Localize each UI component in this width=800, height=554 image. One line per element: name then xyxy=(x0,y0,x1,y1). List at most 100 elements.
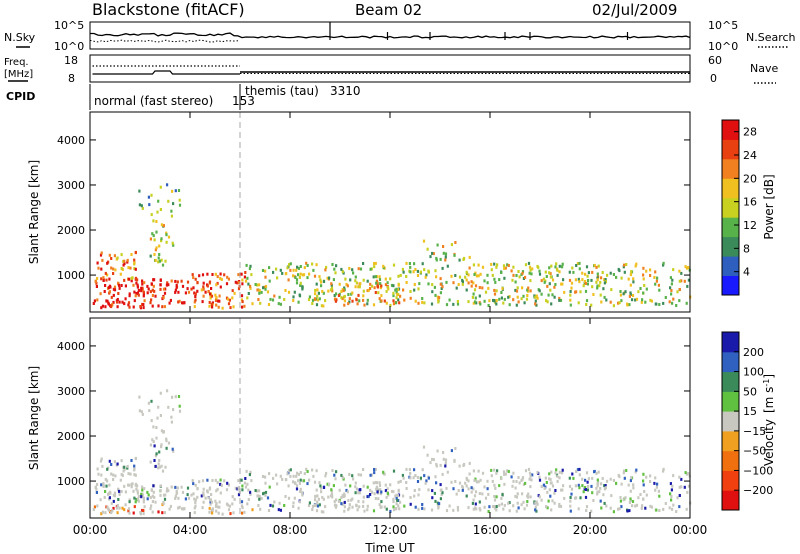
velocity-echo-5 xyxy=(362,468,365,471)
velocity-echo-5 xyxy=(629,489,632,493)
power-echo-5 xyxy=(662,301,665,305)
x-tick-label: 20:00 xyxy=(573,523,608,537)
power-echo-0 xyxy=(130,279,133,283)
power-echo-5 xyxy=(289,262,292,266)
power-echo-5 xyxy=(452,302,455,306)
power-echo-5 xyxy=(362,262,365,265)
power-echo-1 xyxy=(113,254,116,258)
velocity-echo-5 xyxy=(461,488,464,492)
velocity-echo-4 xyxy=(206,490,209,494)
power-echo-0 xyxy=(164,287,167,291)
power-echo-3 xyxy=(138,189,141,193)
velocity-echo-5 xyxy=(456,508,460,512)
power-echo-4 xyxy=(221,306,224,310)
freq-traces xyxy=(92,65,690,75)
power-echo-5 xyxy=(494,280,497,284)
velocity-echo-0 xyxy=(99,498,102,502)
velocity-echo-5 xyxy=(258,495,261,498)
velocity-echo-5 xyxy=(425,479,428,483)
power-echo-5 xyxy=(559,298,563,302)
velocity-echo-5 xyxy=(259,507,262,511)
power-echo-5 xyxy=(599,280,602,284)
power-echo-5 xyxy=(578,261,581,265)
power-echo-5 xyxy=(569,293,572,297)
y-tick-label: 3000 xyxy=(57,385,85,398)
velocity-echo-5 xyxy=(527,492,530,496)
power-echo-5 xyxy=(433,285,436,289)
power-echo-2 xyxy=(155,230,158,234)
velocity-echo-0 xyxy=(128,498,131,502)
velocity-echo-4 xyxy=(207,496,210,500)
power-echo-5 xyxy=(284,272,287,276)
velocity-echo-5 xyxy=(343,492,346,496)
velocity-echo-5 xyxy=(373,468,376,471)
power-echo-5 xyxy=(496,263,499,267)
power-echo-5 xyxy=(662,263,665,267)
velocity-echo-5 xyxy=(419,476,422,480)
velocity-echo-3 xyxy=(159,414,162,417)
velocity-echo-7 xyxy=(431,457,434,461)
velocity-echo-5 xyxy=(531,473,534,477)
power-echo-5 xyxy=(569,298,572,302)
velocity-echo-1 xyxy=(133,467,136,471)
power-echo-5 xyxy=(421,297,424,300)
velocity-echo-5 xyxy=(632,483,635,487)
velocity-echo-5 xyxy=(632,486,635,490)
velocity-echo-0 xyxy=(153,495,156,499)
power-echo-5 xyxy=(389,277,392,281)
velocity-echo-5 xyxy=(467,479,470,483)
power-echo-5 xyxy=(322,280,326,283)
velocity-echo-5 xyxy=(604,484,607,487)
power-echo-3 xyxy=(147,195,150,199)
velocity-echo-5 xyxy=(493,468,496,472)
power-echo-5 xyxy=(456,300,459,303)
power-x-axis xyxy=(89,112,691,312)
power-echo-5 xyxy=(619,290,622,293)
velocity-echo-5 xyxy=(295,484,299,488)
power-echo-4 xyxy=(244,279,248,283)
power-echo-5 xyxy=(540,292,543,296)
power-ylabel: Slant Range [km] xyxy=(27,160,41,264)
power-echo-4 xyxy=(226,297,230,301)
power-echo-4 xyxy=(228,298,231,302)
power-echo-5 xyxy=(256,288,259,292)
power-echo-0 xyxy=(187,290,191,294)
power-echo-4 xyxy=(209,296,212,300)
velocity-echo-6 xyxy=(378,503,381,507)
power-echo-5 xyxy=(295,268,298,272)
velocity-echo-5 xyxy=(639,493,642,496)
velocity-echo-5 xyxy=(678,494,681,497)
velocity-echo-0 xyxy=(166,487,169,491)
velocity-echo-0 xyxy=(94,485,97,489)
power-echo-5 xyxy=(521,270,525,274)
velocity-echo-2 xyxy=(158,450,161,454)
velocity-echo-1 xyxy=(127,472,130,476)
velocity-echo-4 xyxy=(217,511,220,515)
power-echo-5 xyxy=(584,272,587,276)
velocity-echo-5 xyxy=(299,487,302,491)
power-echo-3 xyxy=(141,206,144,210)
power-echo-5 xyxy=(409,265,412,269)
power-echo-0 xyxy=(162,296,165,300)
velocity-echo-5 xyxy=(514,486,517,490)
power-echo-0 xyxy=(159,287,162,291)
power-colorbar-block xyxy=(722,178,739,199)
velocity-echo-4 xyxy=(202,500,205,504)
power-echo-5 xyxy=(311,298,315,302)
power-echo-0 xyxy=(136,283,139,287)
velocity-echo-4 xyxy=(204,496,207,500)
nsky-tick-top: 10^5 xyxy=(54,19,84,32)
power-echo-0 xyxy=(152,278,155,282)
velocity-echo-6 xyxy=(330,488,333,492)
power-echo-5 xyxy=(495,265,498,269)
power-echo-7 xyxy=(432,252,435,256)
power-echo-5 xyxy=(686,284,689,288)
power-echo-5 xyxy=(458,275,462,279)
power-echo-5 xyxy=(478,286,481,289)
power-echo-5 xyxy=(333,294,336,297)
velocity-echo-5 xyxy=(356,508,359,512)
power-echo-5 xyxy=(275,267,278,271)
power-echo-5 xyxy=(515,274,518,277)
velocity-echo-1 xyxy=(133,473,136,477)
velocity-echo-0 xyxy=(101,510,104,514)
